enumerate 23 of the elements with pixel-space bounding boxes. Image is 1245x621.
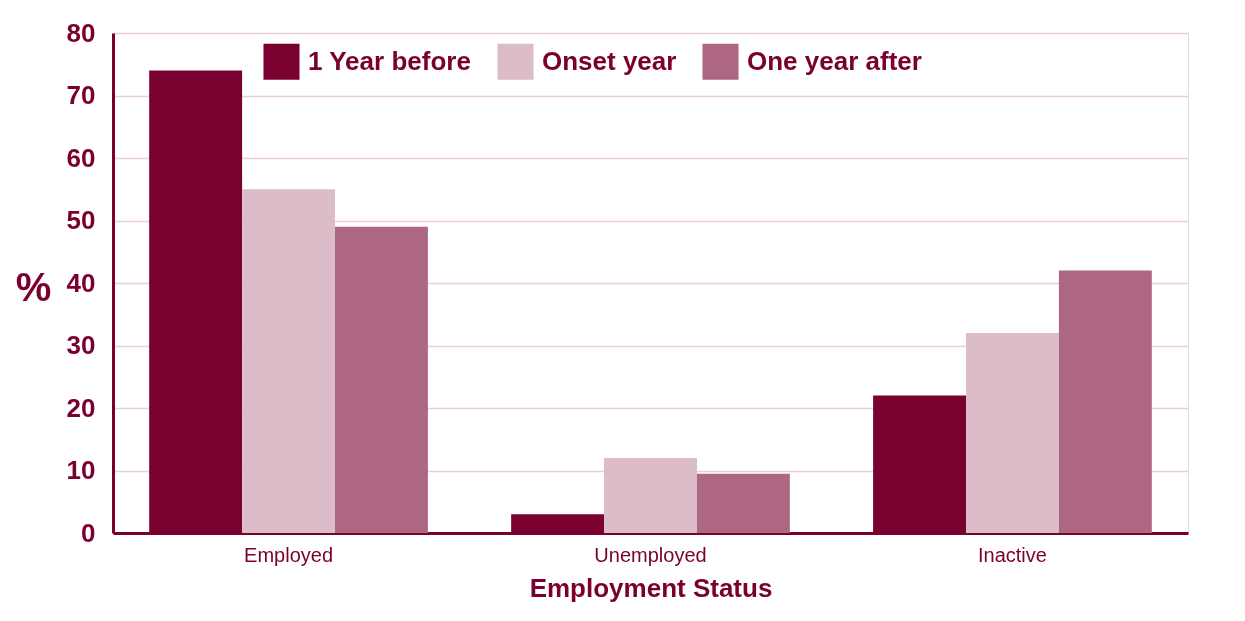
y-tick-label: 80 (66, 17, 96, 48)
y-tick-label: 20 (66, 392, 96, 423)
bar (335, 226, 428, 533)
x-tick-label: Inactive (977, 543, 1047, 566)
y-tick-label: 60 (66, 142, 96, 173)
legend-label: One year after (747, 45, 922, 76)
y-tick-label: 50 (66, 205, 96, 235)
y-tick-label: 70 (66, 80, 96, 110)
y-tick-label: 0 (81, 517, 96, 548)
y-axis-title: % (15, 264, 52, 309)
x-tick-label: Unemployed (594, 543, 707, 566)
bar (1058, 270, 1152, 533)
x-tick-label: Employed (244, 543, 334, 566)
y-tick-label: 40 (66, 267, 96, 298)
bar (696, 473, 790, 533)
bar (966, 333, 1059, 533)
bar (604, 458, 697, 533)
bar (242, 189, 335, 533)
legend-label: 1 Year before (308, 45, 471, 76)
y-tick-label: 30 (66, 330, 96, 360)
x-axis-title: Employment Status (529, 572, 773, 603)
legend-label: Onset year (542, 45, 677, 76)
y-tick-label: 10 (66, 455, 96, 485)
